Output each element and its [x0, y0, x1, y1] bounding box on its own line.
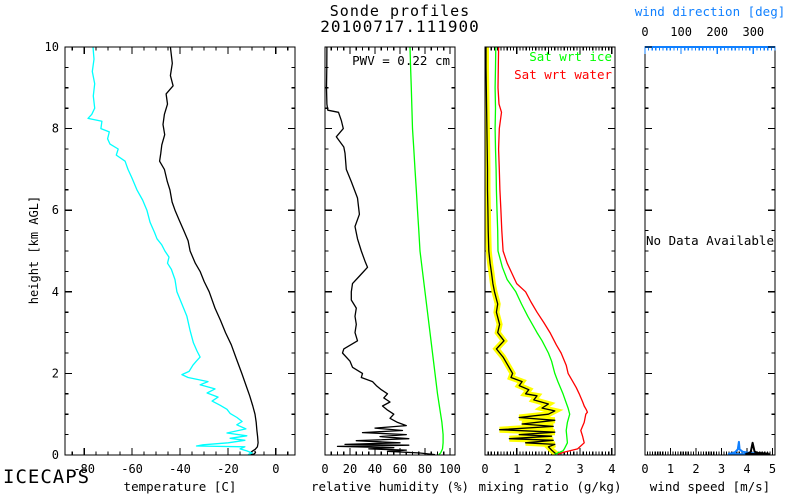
x-tick-label: 20 — [343, 462, 357, 476]
x-tick-label: 100 — [439, 462, 461, 476]
relative-humidity-line — [325, 47, 436, 455]
x-tick-label: 40 — [368, 462, 382, 476]
x-tick-label: 0 — [641, 462, 648, 476]
x-tick-label: 4 — [608, 462, 615, 476]
pwv-annotation: PWV = 0.22 cm — [352, 53, 450, 68]
x-tick-label: -20 — [217, 462, 239, 476]
y-tick-label: 10 — [45, 40, 59, 54]
x-tick-label: 3 — [718, 462, 725, 476]
x-axis-label-temperature: temperature [C] — [123, 479, 237, 494]
y-tick-label: 6 — [52, 203, 59, 217]
wind-direction-tick-label: 0 — [641, 25, 648, 39]
x-tick-label: 0 — [321, 462, 328, 476]
y-axis-label: height [km AGL] — [27, 195, 41, 305]
rh-saturation-wrt-ice-line — [409, 47, 444, 455]
no-data-message: No Data Available — [646, 233, 774, 248]
chart-subtitle-timestamp: 20100717.111900 — [320, 17, 480, 36]
mixing-ratio-line — [485, 47, 557, 455]
y-tick-label: 0 — [52, 448, 59, 462]
sat-wrt-ice-line — [494, 47, 571, 455]
x-tick-label: -60 — [121, 462, 143, 476]
legend-sat-wrt-water: Sat wrt water — [514, 67, 612, 82]
x-tick-label: 1 — [513, 462, 520, 476]
y-tick-label: 8 — [52, 122, 59, 136]
y-tick-label: 4 — [52, 285, 59, 299]
x-axis-label-wind-speed: wind speed [m/s] — [649, 479, 771, 494]
sat-wrt-water-line — [497, 47, 589, 455]
y-tick-label: 2 — [52, 366, 59, 380]
dewpoint-line — [87, 47, 253, 455]
x-axis-label-mixing-ratio: mixing ratio (g/kg) — [478, 479, 622, 494]
x-tick-label: 2 — [545, 462, 552, 476]
x-tick-label: 0 — [481, 462, 488, 476]
x-tick-label: 2 — [692, 462, 699, 476]
wind-panel-frame — [644, 46, 776, 456]
page-title: Sonde profiles — [329, 2, 471, 20]
x-tick-label: -40 — [169, 462, 191, 476]
mixing-ratio-panel-frame — [484, 46, 616, 456]
x-tick-label: 5 — [769, 462, 776, 476]
relative-humidity-panel-frame — [324, 46, 456, 456]
wind-direction-axis-label: wind direction [deg] — [634, 4, 786, 19]
legend-sat-wrt-ice: Sat wrt ice — [529, 49, 612, 64]
x-tick-label: 80 — [418, 462, 432, 476]
mixing-ratio-halo — [485, 47, 564, 455]
temperature-line — [158, 47, 259, 455]
wind-direction-tick-label: 200 — [706, 25, 728, 39]
x-tick-label: 1 — [667, 462, 674, 476]
x-tick-label: 0 — [272, 462, 279, 476]
temperature-panel-frame — [64, 46, 296, 456]
x-tick-label: 3 — [577, 462, 584, 476]
wind-speed-line — [745, 441, 771, 455]
wind-direction-tick-label: 100 — [670, 25, 692, 39]
x-axis-label-relative-humidity: relative humidity (%) — [310, 479, 470, 494]
x-tick-label: -80 — [73, 462, 95, 476]
x-tick-label: 60 — [393, 462, 407, 476]
icecaps-logo: ICECAPS — [3, 466, 91, 488]
x-tick-label: 4 — [743, 462, 750, 476]
wind-direction-tick-label: 300 — [742, 25, 764, 39]
